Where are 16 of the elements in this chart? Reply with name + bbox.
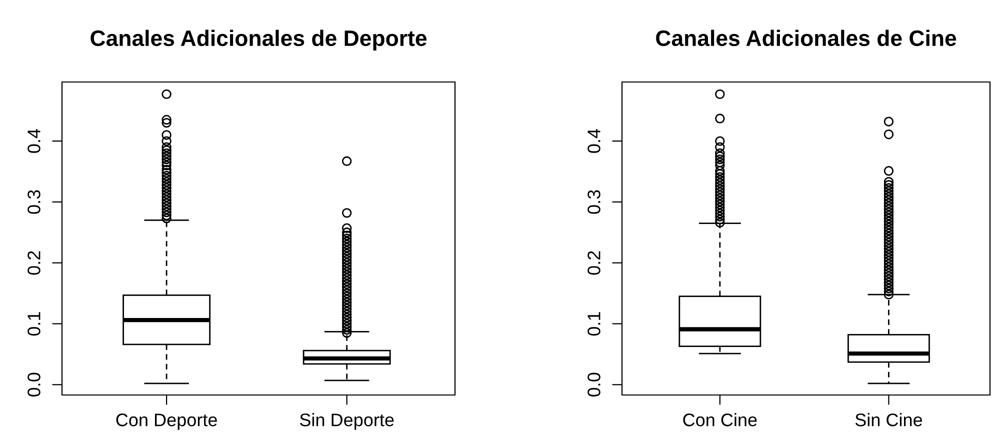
x-tick-label: Con Deporte bbox=[116, 414, 217, 430]
x-tick-label: Con Cine bbox=[683, 413, 757, 426]
y-tick-label: 0.4 bbox=[28, 129, 40, 153]
y-tick-label: 0.1 bbox=[28, 312, 40, 336]
y-tick-label: 0.0 bbox=[28, 372, 40, 396]
y-tick-label: 0.3 bbox=[28, 190, 40, 214]
chart-title: Canales Adicionales de Deporte bbox=[90, 30, 427, 50]
x-tick-label: Sin Deporte bbox=[300, 413, 394, 430]
y-tick-label: 0.2 bbox=[28, 251, 40, 275]
y-tick-label: 0.4 bbox=[588, 129, 600, 153]
chart-title: Canales Adicionales de Cine bbox=[656, 30, 956, 46]
x-tick-label: Sin Cine bbox=[855, 413, 922, 426]
y-tick-label: 0.1 bbox=[588, 312, 600, 336]
y-tick-label: 0.0 bbox=[588, 372, 600, 396]
y-tick-label: 0.2 bbox=[588, 251, 600, 275]
y-tick-label: 0.3 bbox=[588, 190, 600, 214]
